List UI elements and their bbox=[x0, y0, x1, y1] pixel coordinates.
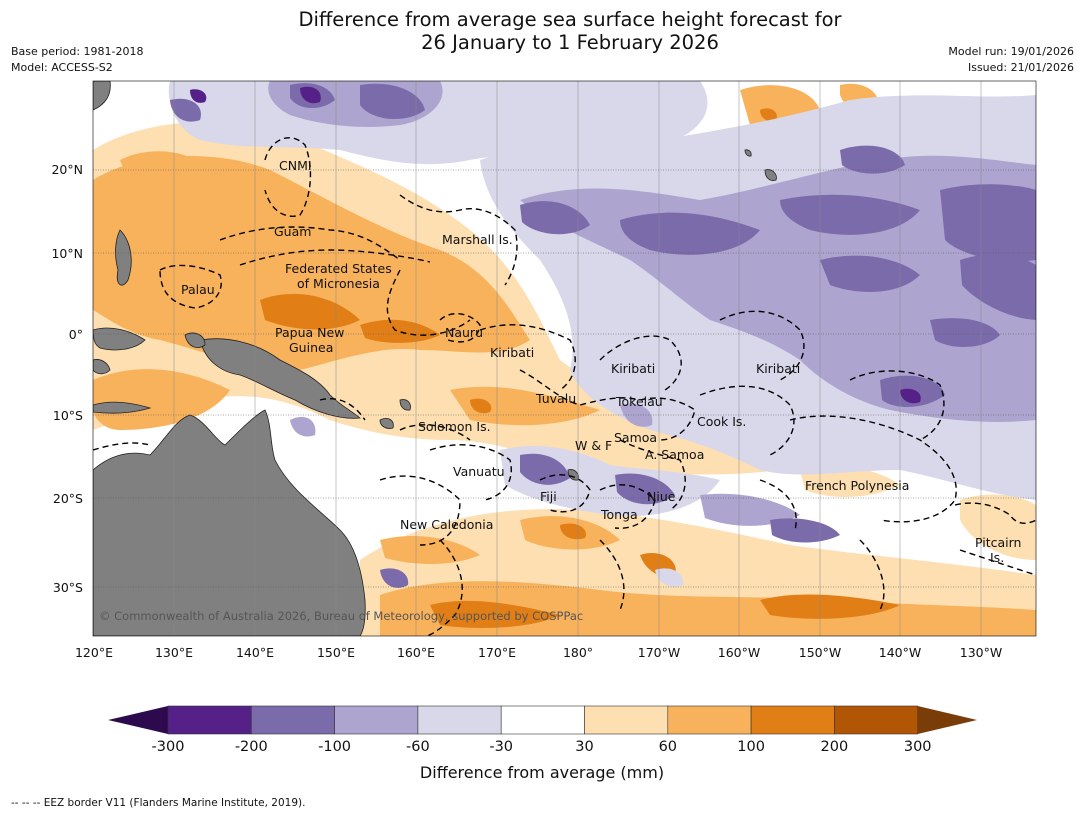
land bbox=[93, 81, 777, 636]
region-label-guam: Guam bbox=[274, 224, 311, 239]
colorbar-tick: -200 bbox=[235, 739, 268, 755]
colorbar-tick: -100 bbox=[318, 739, 351, 755]
lon-label-170w: 170°W bbox=[638, 645, 680, 660]
region-label-nauru: Nauru bbox=[445, 325, 483, 340]
region-label-solomon-is: Solomon Is. bbox=[418, 419, 491, 434]
colorbar-segment bbox=[251, 705, 335, 735]
negative-anomaly-field bbox=[168, 81, 1036, 588]
model-name: Model: ACCESS-S2 bbox=[11, 61, 113, 74]
copyright-notice: © Commonwealth of Australia 2026, Bureau… bbox=[99, 609, 583, 623]
region-label-american-samoa: A. Samoa bbox=[645, 447, 704, 462]
region-label-cnmi: CNMI bbox=[279, 158, 312, 173]
map-frame bbox=[92, 80, 1037, 637]
region-label-new-caledonia: New Caledonia bbox=[400, 517, 493, 532]
colorbar-tick: -30 bbox=[489, 739, 513, 755]
title-line-2: 26 January to 1 February 2026 bbox=[421, 31, 719, 54]
region-label-palau: Palau bbox=[181, 282, 215, 297]
latitude-labels: 20°N 10°N 0° 10°S 20°S 30°S bbox=[51, 162, 83, 595]
lon-label-160e: 160°E bbox=[397, 645, 435, 660]
colorbar-tick: -60 bbox=[406, 739, 430, 755]
lat-label-20s: 20°S bbox=[53, 491, 83, 506]
lat-label-0: 0° bbox=[69, 327, 83, 342]
colorbar-tick: 30 bbox=[575, 739, 593, 755]
region-label-vanuatu: Vanuatu bbox=[453, 464, 505, 479]
eez-source-note: -- -- -- EEZ border V11 (Flanders Marine… bbox=[11, 797, 306, 809]
colorbar: -300 -200 -100 -60 -30 30 60 100 200 300… bbox=[108, 705, 977, 782]
region-label-french-polynesia: French Polynesia bbox=[805, 478, 909, 493]
region-label-fsm-2: of Micronesia bbox=[297, 276, 380, 291]
model-run: Model run: 19/01/2026 bbox=[948, 45, 1074, 58]
colorbar-extend-low bbox=[108, 706, 168, 734]
lat-label-30s: 30°S bbox=[53, 580, 83, 595]
region-label-pitcairn-2: Is. bbox=[990, 550, 1004, 565]
colorbar-extend-high bbox=[917, 706, 977, 734]
region-label-kiribati-west: Kiribati bbox=[490, 345, 534, 360]
lon-label-150w: 150°W bbox=[799, 645, 841, 660]
lon-label-180: 180° bbox=[563, 645, 593, 660]
lon-label-140w: 140°W bbox=[879, 645, 921, 660]
new-guinea-land bbox=[199, 338, 362, 419]
colorbar-segment bbox=[667, 705, 752, 735]
region-label-png-1: Papua New bbox=[275, 325, 344, 340]
title-line-1: Difference from average sea surface heig… bbox=[298, 8, 842, 31]
region-label-cook-is: Cook Is. bbox=[697, 414, 746, 429]
colorbar-segment bbox=[584, 705, 669, 735]
lat-label-10s: 10°S bbox=[53, 408, 83, 423]
colorbar-segment bbox=[500, 705, 585, 735]
lat-label-20n: 20°N bbox=[51, 162, 83, 177]
region-label-pitcairn-1: Pitcairn bbox=[975, 535, 1021, 550]
lon-label-160w: 160°W bbox=[718, 645, 760, 660]
longitude-labels: 120°E 130°E 140°E 150°E 160°E 170°E 180°… bbox=[75, 645, 1002, 660]
colorbar-tick: -300 bbox=[152, 739, 185, 755]
base-period: Base period: 1981-2018 bbox=[11, 45, 144, 58]
lon-label-170e: 170°E bbox=[478, 645, 516, 660]
eez-borders bbox=[93, 137, 1036, 636]
colorbar-segment bbox=[417, 705, 502, 735]
colorbar-tick: 200 bbox=[821, 739, 849, 755]
region-label-tuvalu: Tuvalu bbox=[535, 391, 576, 406]
lon-label-130w: 130°W bbox=[960, 645, 1002, 660]
map-area: © Commonwealth of Australia 2026, Bureau… bbox=[93, 81, 1036, 636]
lon-label-120e: 120°E bbox=[75, 645, 113, 660]
colorbar-segment bbox=[834, 705, 919, 735]
lon-label-150e: 150°E bbox=[317, 645, 355, 660]
colorbar-tick: 100 bbox=[737, 739, 765, 755]
colorbar-title: Difference from average (mm) bbox=[420, 763, 664, 782]
colorbar-tick: 60 bbox=[659, 739, 677, 755]
region-label-fiji: Fiji bbox=[540, 489, 557, 504]
region-label-png-2: Guinea bbox=[289, 340, 333, 355]
region-label-samoa: Samoa bbox=[614, 430, 657, 445]
region-label-kiribati-central: Kiribati bbox=[611, 361, 655, 376]
colorbar-tick: 300 bbox=[904, 739, 932, 755]
issued-date: Issued: 21/01/2026 bbox=[967, 61, 1074, 74]
region-label-kiribati-east: Kiribati bbox=[756, 361, 800, 376]
lon-label-130e: 130°E bbox=[155, 645, 193, 660]
lat-label-10n: 10°N bbox=[51, 246, 83, 261]
region-label-tokelau: Tokelau bbox=[615, 394, 663, 409]
region-label-fsm-1: Federated States bbox=[285, 261, 392, 276]
colorbar-segment bbox=[167, 705, 252, 735]
australia-land bbox=[93, 409, 366, 636]
region-labels: CNMI Guam Marshall Is. Federated States … bbox=[181, 158, 1021, 565]
region-label-wallis-futuna: W & F bbox=[575, 438, 612, 453]
region-label-niue: Niue bbox=[647, 489, 676, 504]
colorbar-segment bbox=[334, 705, 419, 735]
graticule bbox=[93, 169, 1036, 588]
region-label-marshall-is: Marshall Is. bbox=[442, 232, 513, 247]
colorbar-segment bbox=[750, 705, 835, 735]
lon-label-140e: 140°E bbox=[236, 645, 274, 660]
region-label-tonga: Tonga bbox=[600, 507, 638, 522]
